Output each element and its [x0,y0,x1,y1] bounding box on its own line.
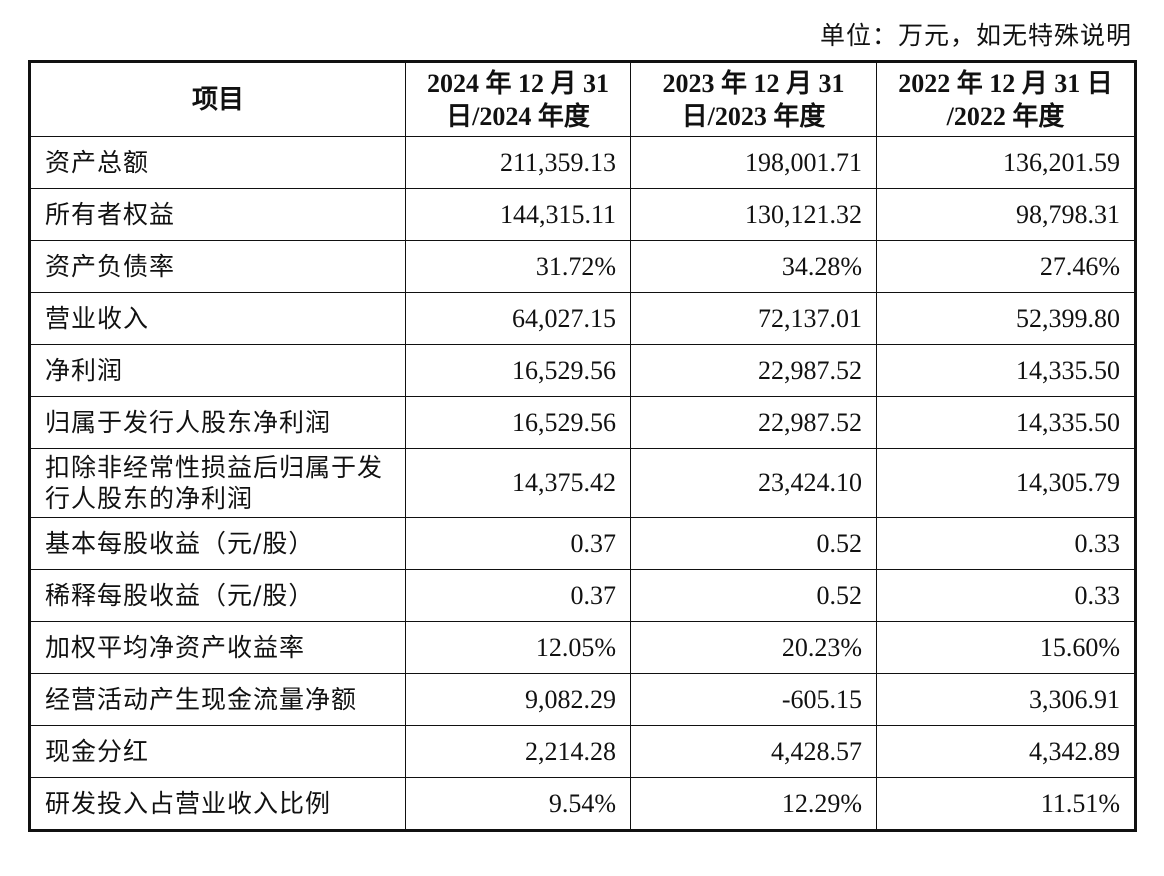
value-2022: 27.46% [876,240,1136,293]
value-2024: 0.37 [405,517,631,570]
row-label: 所有者权益 [29,188,406,241]
value-2023: 0.52 [630,517,877,570]
value-2024: 9.54% [405,777,631,831]
value-2024: 0.37 [405,569,631,622]
value-2024: 211,359.13 [405,136,631,189]
header-2024: 2024 年 12 月 31 日/2024 年度 [405,61,631,137]
value-2023: 198,001.71 [630,136,877,189]
value-2024: 31.72% [405,240,631,293]
value-2023: 22,987.52 [630,396,877,449]
value-2024: 16,529.56 [405,344,631,397]
header-2022-line1: 2022 年 12 月 31 日 [898,68,1113,98]
row-label: 资产负债率 [29,240,406,293]
header-2023-line2: 日/2023 年度 [681,101,826,131]
row-label: 扣除非经常性损益后归属于发行人股东的净利润 [29,448,406,518]
value-2023: 0.52 [630,569,877,622]
row-label: 现金分红 [29,725,406,778]
value-2022: 14,305.79 [876,448,1136,518]
value-2022: 0.33 [876,517,1136,570]
value-2022: 4,342.89 [876,725,1136,778]
value-2024: 14,375.42 [405,448,631,518]
value-2024: 2,214.28 [405,725,631,778]
value-2023: 22,987.52 [630,344,877,397]
header-2022-line2: /2022 年度 [946,101,1065,131]
table-row: 扣除非经常性损益后归属于发行人股东的净利润 14,375.42 23,424.1… [29,448,1136,518]
value-2022: 0.33 [876,569,1136,622]
header-2024-line2: 日/2024 年度 [446,101,590,131]
table-header-row: 项目 2024 年 12 月 31 日/2024 年度 2023 年 12 月 … [29,61,1136,137]
value-2023: 23,424.10 [630,448,877,518]
value-2022: 136,201.59 [876,136,1136,189]
value-2024: 144,315.11 [405,188,631,241]
table-row: 加权平均净资产收益率 12.05% 20.23% 15.60% [29,621,1136,674]
table-row: 所有者权益 144,315.11 130,121.32 98,798.31 [29,188,1136,241]
financial-summary-table: 项目 2024 年 12 月 31 日/2024 年度 2023 年 12 月 … [28,60,1137,832]
header-2023-line1: 2023 年 12 月 31 [662,68,845,98]
header-2022: 2022 年 12 月 31 日 /2022 年度 [876,61,1136,137]
header-2024-line1: 2024 年 12 月 31 [426,68,609,98]
row-label: 加权平均净资产收益率 [29,621,406,674]
table-row: 归属于发行人股东净利润 16,529.56 22,987.52 14,335.5… [29,396,1136,449]
value-2022: 14,335.50 [876,344,1136,397]
row-label: 营业收入 [29,292,406,345]
value-2022: 14,335.50 [876,396,1136,449]
value-2023: 20.23% [630,621,877,674]
row-label: 净利润 [29,344,406,397]
value-2023: 130,121.32 [630,188,877,241]
value-2023: 72,137.01 [630,292,877,345]
value-2022: 98,798.31 [876,188,1136,241]
table-row: 稀释每股收益（元/股） 0.37 0.52 0.33 [29,569,1136,622]
value-2022: 52,399.80 [876,292,1136,345]
header-item: 项目 [29,61,406,137]
table-row: 营业收入 64,027.15 72,137.01 52,399.80 [29,292,1136,345]
value-2022: 3,306.91 [876,673,1136,726]
table-row: 资产负债率 31.72% 34.28% 27.46% [29,240,1136,293]
row-label: 归属于发行人股东净利润 [29,396,406,449]
row-label: 研发投入占营业收入比例 [29,777,406,831]
value-2022: 11.51% [876,777,1136,831]
table-row: 经营活动产生现金流量净额 9,082.29 -605.15 3,306.91 [29,673,1136,726]
row-label: 稀释每股收益（元/股） [29,569,406,622]
value-2024: 64,027.15 [405,292,631,345]
value-2023: 12.29% [630,777,877,831]
value-2024: 9,082.29 [405,673,631,726]
table-row: 现金分红 2,214.28 4,428.57 4,342.89 [29,725,1136,778]
table-row: 净利润 16,529.56 22,987.52 14,335.50 [29,344,1136,397]
header-2023: 2023 年 12 月 31 日/2023 年度 [630,61,877,137]
value-2022: 15.60% [876,621,1136,674]
row-label: 经营活动产生现金流量净额 [29,673,406,726]
value-2023: 34.28% [630,240,877,293]
row-label: 基本每股收益（元/股） [29,517,406,570]
table-row: 资产总额 211,359.13 198,001.71 136,201.59 [29,136,1136,189]
value-2023: 4,428.57 [630,725,877,778]
table-row: 基本每股收益（元/股） 0.37 0.52 0.33 [29,517,1136,570]
value-2023: -605.15 [630,673,877,726]
unit-note: 单位：万元，如无特殊说明 [819,21,1132,50]
value-2024: 16,529.56 [405,396,631,449]
table-row: 研发投入占营业收入比例 9.54% 12.29% 11.51% [29,777,1136,831]
row-label: 资产总额 [29,136,406,189]
value-2024: 12.05% [405,621,631,674]
